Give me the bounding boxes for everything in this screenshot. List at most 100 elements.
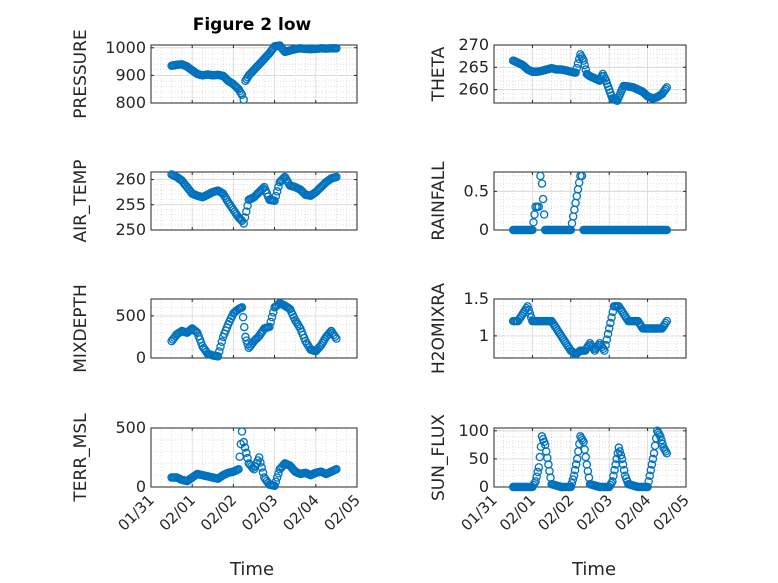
x-tick-label: 02/04: [611, 491, 654, 534]
panel-air-temp: 250 255 260 AIR_TEMP: [71, 160, 358, 243]
data-point: [566, 482, 576, 492]
y-tick-label: 900: [115, 65, 146, 84]
y-tick-label: 0: [136, 348, 146, 367]
x-tick-label: 02/01: [156, 491, 199, 534]
data-point: [656, 432, 665, 441]
data-point: [240, 322, 249, 332]
data-point: [615, 447, 625, 456]
data-point: [580, 60, 589, 70]
axes-box: [150, 44, 358, 104]
data-point: [661, 84, 670, 94]
data-point: [239, 437, 248, 447]
data-point: [241, 332, 250, 342]
data-point: [216, 342, 225, 351]
data-point: [570, 465, 580, 475]
data-point: [572, 63, 582, 73]
y-tick-label: 1.5: [464, 289, 489, 308]
y-axis-label: MIXDEPTH: [71, 284, 91, 373]
series-markers: [508, 426, 672, 492]
y-tick-label: 1: [479, 326, 489, 345]
series-markers: [508, 302, 672, 359]
series-markers: [508, 50, 672, 106]
y-tick-label: 0: [136, 477, 146, 496]
data-point: [534, 202, 544, 212]
y-tick-label: 1000: [105, 38, 146, 57]
axes-box: [493, 44, 687, 104]
series-markers: [167, 298, 341, 361]
data-point: [567, 479, 577, 488]
y-tick-label: 500: [115, 418, 146, 437]
y-tick-label: 265: [458, 57, 489, 76]
data-point: [648, 454, 658, 464]
data-point: [532, 472, 541, 481]
data-point: [242, 207, 251, 216]
data-point: [240, 443, 250, 452]
y-axis-label: PRESSURE: [71, 29, 91, 118]
data-point: [645, 471, 654, 481]
data-point: [525, 309, 535, 318]
y-tick-label: 50: [469, 449, 489, 468]
y-axis-label: AIR_TEMP: [71, 160, 91, 243]
x-tick-label: 01/31: [458, 491, 501, 534]
data-point: [610, 465, 619, 475]
y-tick-label: 100: [458, 421, 489, 440]
data-point: [571, 68, 580, 77]
panel-pressure: 800 900 1000 PRESSURE: [71, 29, 358, 119]
data-point: [661, 318, 670, 328]
data-point: [609, 471, 618, 481]
data-point: [256, 458, 265, 467]
data-point: [603, 329, 613, 339]
data-point: [644, 477, 653, 486]
data-point: [646, 465, 656, 475]
x-axis-label-left: Time: [229, 559, 274, 580]
data-point: [270, 481, 279, 491]
data-point: [332, 172, 341, 182]
data-point: [604, 324, 614, 333]
data-point: [618, 460, 628, 469]
y-tick-label: 260: [115, 170, 146, 189]
data-point: [600, 346, 609, 355]
data-point: [332, 44, 341, 53]
data-point: [614, 443, 624, 452]
panel-h2omixra: 1 1.5 H2OMIXRA: [429, 283, 687, 374]
y-tick-label: 500: [115, 306, 146, 325]
data-point: [619, 465, 629, 475]
data-point: [539, 210, 549, 219]
data-point: [608, 477, 617, 486]
data-point: [536, 171, 545, 181]
data-point: [571, 460, 581, 469]
data-point: [332, 465, 341, 474]
data-point: [237, 427, 247, 436]
axes-box: [493, 298, 687, 359]
data-point: [237, 90, 247, 99]
data-point: [242, 448, 251, 458]
data-point: [529, 218, 538, 227]
data-point: [272, 187, 282, 196]
y-tick-label: 800: [115, 93, 146, 112]
data-point: [662, 83, 672, 92]
x-tick-label: 02/03: [238, 491, 281, 534]
data-point: [523, 302, 532, 311]
data-point: [657, 435, 666, 445]
y-tick-label: 255: [115, 195, 146, 214]
axes-box: [150, 171, 358, 231]
data-point: [238, 313, 248, 322]
y-tick-label: 0.5: [464, 181, 489, 200]
x-tick-label: 02/01: [496, 491, 539, 534]
data-point: [217, 337, 227, 347]
x-axis-label-right: Time: [571, 559, 616, 580]
y-axis-label: RAINFALL: [429, 161, 449, 241]
y-axis-label: TERR_MSL: [71, 413, 91, 503]
data-point: [234, 465, 243, 474]
y-tick-label: 260: [458, 80, 489, 99]
data-point: [658, 439, 667, 449]
series-markers: [508, 171, 672, 235]
panel-mixdepth: 0 500 MIXDEPTH: [71, 284, 358, 373]
data-point: [267, 312, 277, 322]
y-axis-label: H2OMIXRA: [429, 283, 449, 374]
data-point: [191, 327, 201, 336]
data-point: [236, 88, 246, 98]
axes-box: [150, 427, 358, 488]
x-tick-label: 02/04: [279, 491, 322, 534]
